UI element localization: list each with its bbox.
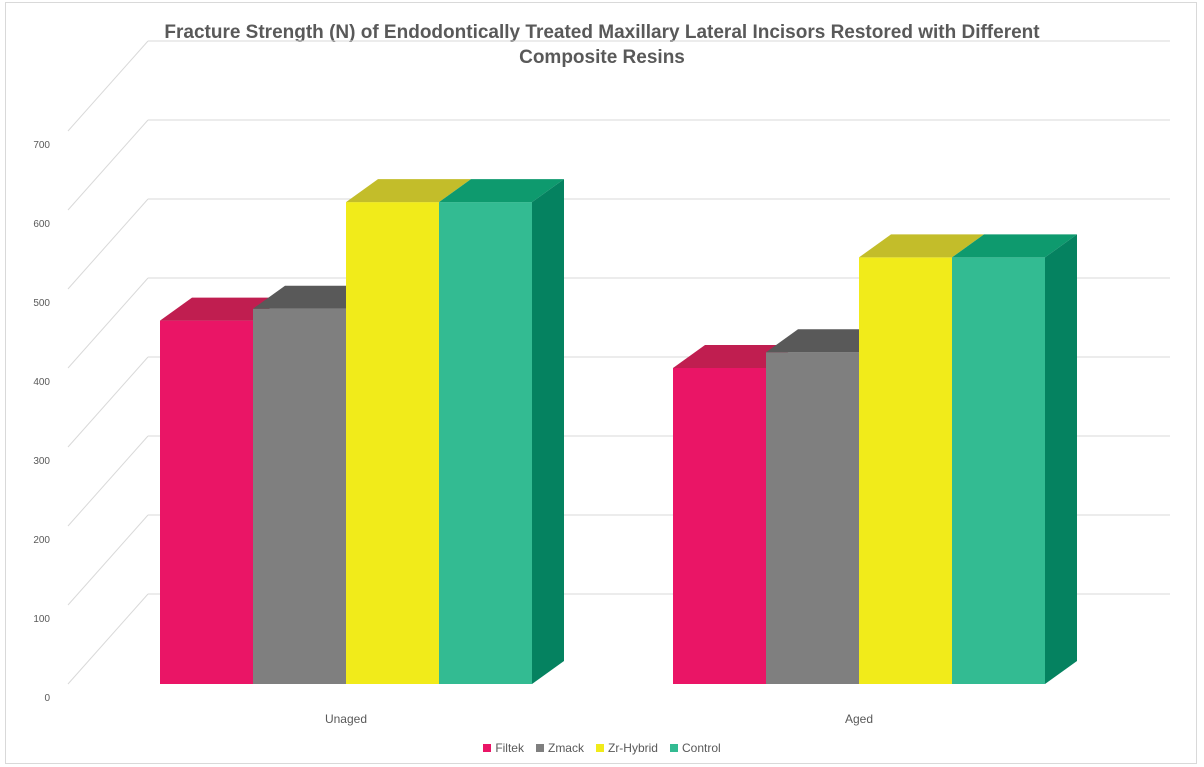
gridline-side-600	[67, 119, 149, 211]
x-tick-label-unaged: Unaged	[325, 712, 367, 726]
legend-label-filtek: Filtek	[495, 741, 524, 755]
legend-item-zr-hybrid: Zr-Hybrid	[595, 741, 658, 755]
y-tick-label-0: 0	[44, 693, 50, 704]
legend: Filtek Zmack Zr-Hybrid Control	[0, 741, 1204, 755]
gridline-side-300	[67, 356, 149, 448]
legend-swatch-filtek	[483, 744, 492, 752]
bar-top-control-aged	[952, 234, 1077, 258]
bar-top-zr-hybrid-aged	[859, 234, 984, 258]
gridline-side-500	[67, 198, 149, 290]
legend-swatch-zr-hybrid	[595, 744, 604, 752]
bar-top-zr-hybrid-unaged	[346, 179, 471, 203]
bar-front-zr-hybrid-aged	[859, 257, 952, 684]
y-tick-label-600: 600	[33, 219, 50, 230]
bar-side-control-unaged	[532, 179, 564, 684]
bar-front-control-unaged	[439, 202, 532, 684]
legend-item-filtek: Filtek	[483, 741, 524, 755]
y-tick-label-700: 700	[33, 140, 50, 151]
chart-title-line-1: Fracture Strength (N) of Endodontically …	[164, 22, 1040, 43]
legend-label-zr-hybrid: Zr-Hybrid	[607, 741, 658, 755]
y-tick-label-300: 300	[33, 456, 50, 467]
y-tick-label-100: 100	[33, 614, 50, 625]
legend-label-zmack: Zmack	[547, 741, 584, 755]
y-tick-label-400: 400	[33, 377, 50, 388]
gridline-side-100	[67, 514, 149, 606]
legend-item-zmack: Zmack	[535, 741, 584, 755]
y-tick-label-500: 500	[33, 298, 50, 309]
bar-front-filtek-unaged	[160, 320, 253, 684]
gridline-side-400	[67, 277, 149, 369]
legend-swatch-control	[669, 744, 678, 752]
chart-title-line-2: Composite Resins	[519, 47, 685, 68]
x-tick-label-aged: Aged	[845, 712, 873, 726]
bar-front-filtek-aged	[673, 368, 766, 684]
gridline-side-700	[67, 40, 149, 132]
bar-top-control-unaged	[439, 179, 564, 203]
bar-front-zmack-unaged	[253, 308, 346, 684]
legend-item-control: Control	[669, 741, 721, 755]
gridline-side-200	[67, 435, 149, 527]
gridline-side-0	[67, 593, 149, 685]
y-tick-label-200: 200	[33, 535, 50, 546]
bar-front-zr-hybrid-unaged	[346, 202, 439, 684]
chart-title: Fracture Strength (N) of Endodontically …	[0, 20, 1204, 70]
legend-swatch-zmack	[535, 744, 544, 752]
legend-label-control: Control	[681, 741, 721, 755]
bar-side-control-aged	[1045, 234, 1077, 684]
bar-front-zmack-aged	[766, 352, 859, 684]
bar-front-control-aged	[952, 257, 1045, 684]
